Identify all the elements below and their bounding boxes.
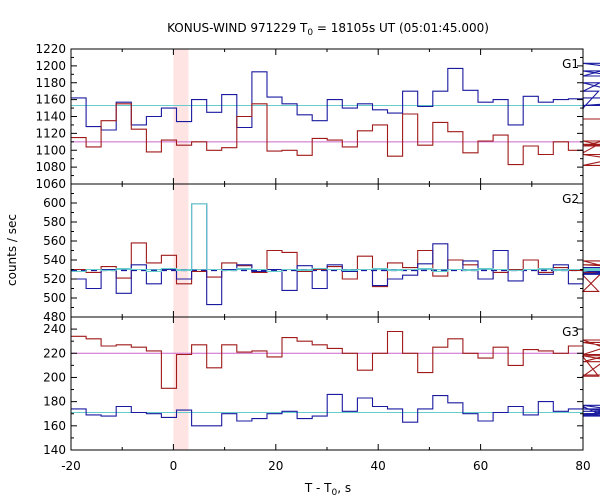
y-tick-label: 480 <box>43 310 66 324</box>
y-tick-label: 1200 <box>35 59 66 73</box>
y-tick-label: 1160 <box>35 93 66 107</box>
x-tick-label: -20 <box>61 459 81 473</box>
y-tick-label: 540 <box>43 253 66 267</box>
y-tick-label: 1140 <box>35 110 66 124</box>
y-tick-label: 600 <box>43 196 66 210</box>
series-line <box>71 62 600 131</box>
panel-g1: 1060 1080 1100 1120 1140 1160 1180 1200 1220 G1 <box>35 42 600 191</box>
y-tick-label: 180 <box>43 395 66 409</box>
y-axis-label: counts / sec <box>5 214 19 286</box>
panel-label: G1 <box>562 57 579 71</box>
x-tick-label: 0 <box>170 459 178 473</box>
y-tick-label: 1220 <box>35 42 66 56</box>
y-tick-label: 1120 <box>35 126 66 140</box>
series-line <box>71 330 600 389</box>
highlight-band <box>173 317 189 450</box>
y-tick-label: 220 <box>43 346 66 360</box>
panel-g3: 140 160 180 200 220 240 G3 <box>43 316 600 457</box>
y-tick-label: 160 <box>43 419 66 433</box>
panel-frame <box>70 316 584 451</box>
y-tick-label: 560 <box>43 234 66 248</box>
series-line <box>71 393 600 427</box>
x-axis-label: T - T0, s <box>304 481 351 498</box>
y-tick-label: 500 <box>43 291 66 305</box>
y-tick-label: 1060 <box>35 177 66 191</box>
y-tick-label: 1080 <box>35 160 66 174</box>
chart-title: KONUS-WIND 971229 T0 = 18105s UT (05:01:… <box>167 21 489 38</box>
highlight-band <box>173 49 189 184</box>
y-tick-label: 1180 <box>35 76 66 90</box>
panels-group: 1060 1080 1100 1120 1140 1160 1180 1200 1220 G1 48… <box>35 42 600 473</box>
highlight-band <box>173 184 189 317</box>
y-tick-label: 140 <box>43 443 66 457</box>
series-line <box>71 203 600 272</box>
series-line <box>71 203 600 306</box>
panel-g2: 480 500 520 540 560 580 600 G2 <box>43 183 600 324</box>
y-tick-label: 520 <box>43 272 66 286</box>
series-line <box>71 103 600 166</box>
x-tick-label: 40 <box>371 459 386 473</box>
x-tick-label: 20 <box>268 459 283 473</box>
x-tick-label: 80 <box>575 459 590 473</box>
y-tick-label: 580 <box>43 215 66 229</box>
y-tick-label: 240 <box>43 322 66 336</box>
panel-label: G3 <box>562 325 579 339</box>
panel-label: G2 <box>562 192 579 206</box>
x-tick-label: 60 <box>473 459 488 473</box>
y-tick-label: 200 <box>43 370 66 384</box>
y-tick-label: 1100 <box>35 143 66 157</box>
